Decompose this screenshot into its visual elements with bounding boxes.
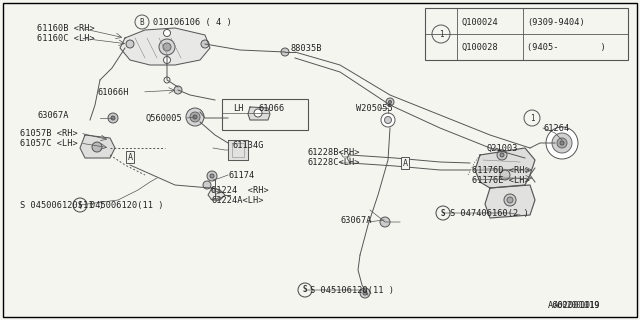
Circle shape	[363, 291, 367, 295]
Circle shape	[298, 283, 312, 297]
Text: 61176D <RH>: 61176D <RH>	[472, 165, 530, 174]
Polygon shape	[120, 28, 210, 65]
Text: A: A	[127, 153, 132, 162]
Text: S: S	[441, 209, 445, 218]
Circle shape	[174, 86, 182, 94]
Bar	[425, 8, 628, 60]
Polygon shape	[228, 140, 248, 160]
Circle shape	[500, 153, 504, 157]
Text: S: S	[303, 285, 307, 294]
Text: A602001019: A602001019	[554, 301, 600, 310]
Text: 61176E <LH>: 61176E <LH>	[472, 175, 530, 185]
Circle shape	[380, 217, 390, 227]
Circle shape	[500, 170, 510, 180]
Circle shape	[385, 116, 392, 124]
Circle shape	[497, 150, 507, 160]
Text: Q100028: Q100028	[461, 43, 498, 52]
Text: (9309-9404): (9309-9404)	[527, 18, 585, 27]
Text: A: A	[403, 158, 408, 167]
Circle shape	[190, 112, 200, 122]
Circle shape	[108, 113, 118, 123]
Text: 61224A<LH>: 61224A<LH>	[211, 196, 264, 204]
Text: 63067A: 63067A	[340, 215, 371, 225]
Text: 61160B <RH>: 61160B <RH>	[37, 23, 95, 33]
Circle shape	[201, 40, 209, 48]
Text: 010106106 ( 4 ): 010106106 ( 4 )	[153, 18, 232, 27]
Text: 61264: 61264	[543, 124, 569, 132]
Circle shape	[432, 25, 450, 43]
Polygon shape	[80, 135, 115, 158]
Circle shape	[386, 98, 394, 106]
Circle shape	[546, 127, 578, 159]
Circle shape	[560, 141, 564, 145]
Text: Q560005: Q560005	[145, 114, 182, 123]
Circle shape	[207, 171, 217, 181]
Circle shape	[203, 181, 211, 189]
Text: 1: 1	[530, 114, 534, 123]
Circle shape	[504, 194, 516, 206]
Circle shape	[210, 174, 214, 178]
Text: 63067A: 63067A	[37, 110, 68, 119]
Text: 88035B: 88035B	[290, 44, 321, 52]
Circle shape	[163, 43, 171, 51]
Text: (9405-        ): (9405- )	[527, 43, 605, 52]
Text: B: B	[140, 18, 144, 27]
Text: S 047406160(2 ): S 047406160(2 )	[450, 209, 529, 218]
Circle shape	[507, 197, 513, 203]
Text: 045006120(11 ): 045006120(11 )	[90, 201, 163, 210]
Circle shape	[254, 109, 262, 117]
Text: LH: LH	[233, 103, 243, 113]
Text: S 045006120(11 ): S 045006120(11 )	[20, 201, 104, 210]
Text: 61160C <LH>: 61160C <LH>	[37, 34, 95, 43]
Circle shape	[552, 133, 572, 153]
Text: Q21003: Q21003	[486, 143, 518, 153]
Polygon shape	[485, 185, 535, 218]
Circle shape	[186, 108, 204, 126]
Text: 61066: 61066	[258, 103, 284, 113]
Text: S: S	[77, 201, 83, 210]
Circle shape	[281, 48, 289, 56]
Circle shape	[92, 142, 102, 152]
Text: A602001019: A602001019	[547, 301, 600, 310]
Circle shape	[524, 110, 540, 126]
Circle shape	[73, 198, 87, 212]
Polygon shape	[475, 148, 535, 188]
Circle shape	[163, 57, 170, 63]
Circle shape	[163, 29, 170, 36]
Circle shape	[159, 39, 175, 55]
Text: 61228B<RH>: 61228B<RH>	[307, 148, 360, 156]
Bar	[222, 99, 308, 130]
Circle shape	[164, 77, 170, 83]
Circle shape	[360, 288, 370, 298]
Polygon shape	[208, 188, 225, 200]
Text: 61174: 61174	[228, 171, 254, 180]
Circle shape	[388, 100, 392, 103]
Text: 61134G: 61134G	[232, 140, 264, 149]
Circle shape	[135, 15, 149, 29]
Text: W205055: W205055	[356, 103, 393, 113]
Text: 1: 1	[438, 29, 444, 38]
Circle shape	[436, 206, 450, 220]
Text: S 045106120(11 ): S 045106120(11 )	[310, 285, 394, 294]
Text: 61057B <RH>: 61057B <RH>	[20, 129, 77, 138]
Text: 61057C <LH>: 61057C <LH>	[20, 139, 77, 148]
Text: 61228C<LH>: 61228C<LH>	[307, 157, 360, 166]
Text: Q100024: Q100024	[461, 18, 498, 27]
Circle shape	[111, 116, 115, 120]
Circle shape	[381, 113, 395, 127]
Circle shape	[557, 138, 567, 148]
Circle shape	[126, 40, 134, 48]
Polygon shape	[248, 107, 270, 120]
Text: 61066H: 61066H	[97, 87, 129, 97]
Circle shape	[193, 115, 197, 119]
Text: 61224  <RH>: 61224 <RH>	[211, 186, 269, 195]
